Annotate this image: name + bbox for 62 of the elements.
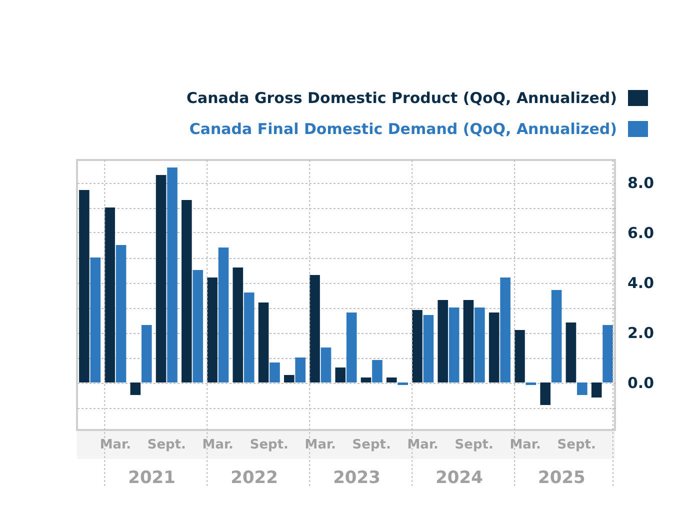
- bar: [540, 382, 551, 405]
- bar: [90, 258, 101, 382]
- bar: [310, 275, 320, 382]
- bar: [474, 308, 485, 382]
- bar: [104, 208, 115, 382]
- bar: [438, 300, 448, 382]
- x-tick-label: Mar.: [100, 438, 132, 452]
- bar: [423, 315, 434, 382]
- bar: [116, 245, 126, 382]
- bar: [258, 302, 269, 382]
- bar: [79, 190, 90, 382]
- bar: [218, 248, 229, 382]
- y-tick-label: 6.0: [628, 224, 654, 242]
- bar: [514, 330, 525, 382]
- bar: [141, 325, 152, 382]
- bar: [320, 348, 332, 382]
- bar: [566, 322, 576, 382]
- text: 2025: [538, 468, 586, 488]
- x-tick-label: Sept.: [557, 438, 596, 452]
- x-tick-label: Sept.: [147, 438, 186, 452]
- bar: [270, 362, 280, 382]
- bar: [295, 358, 306, 382]
- x-tick-label: Mar.: [202, 438, 234, 452]
- x-tick-label: Sept.: [250, 438, 288, 452]
- bar: [551, 290, 562, 382]
- text: 2022: [230, 468, 278, 488]
- bar: [500, 278, 510, 382]
- bar: [386, 378, 397, 382]
- bar: [602, 325, 613, 382]
- bar: [412, 310, 422, 382]
- bar: [591, 382, 602, 398]
- x-tick-label: Sept.: [454, 438, 494, 452]
- bar: [360, 378, 372, 382]
- bar: [463, 300, 474, 382]
- bar: [372, 360, 382, 382]
- bar: [284, 375, 294, 382]
- x-tick-label: Mar.: [510, 438, 541, 452]
- y-tick-label: 0.0: [628, 374, 654, 392]
- text: 2023: [333, 468, 380, 488]
- x-tick-label: Sept.: [352, 438, 391, 452]
- y-tick-label: 2.0: [628, 324, 654, 342]
- text: 2024: [436, 468, 484, 488]
- legend-label: Canada Gross Domestic Product (QoQ, Annualized): [186, 89, 617, 107]
- bar: [244, 292, 254, 382]
- bar: [577, 382, 588, 395]
- bar: [448, 308, 460, 382]
- y-tick-label: 8.0: [628, 174, 654, 192]
- bar: [182, 200, 192, 382]
- bar: [192, 270, 204, 382]
- y-tick-label: 4.0: [628, 274, 654, 292]
- text: 2021: [128, 468, 176, 488]
- bar: [346, 312, 357, 382]
- bar: [130, 382, 141, 395]
- x-tick-label: Mar.: [407, 438, 438, 452]
- bar: [156, 175, 166, 382]
- bar: [167, 168, 178, 382]
- legend-label: Canada Final Domestic Demand (QoQ, Annualized): [189, 120, 617, 138]
- bar: [488, 312, 500, 382]
- bar: [335, 368, 346, 382]
- x-tick-label: Mar.: [304, 438, 336, 452]
- bar: [207, 278, 218, 382]
- bar: [232, 268, 244, 382]
